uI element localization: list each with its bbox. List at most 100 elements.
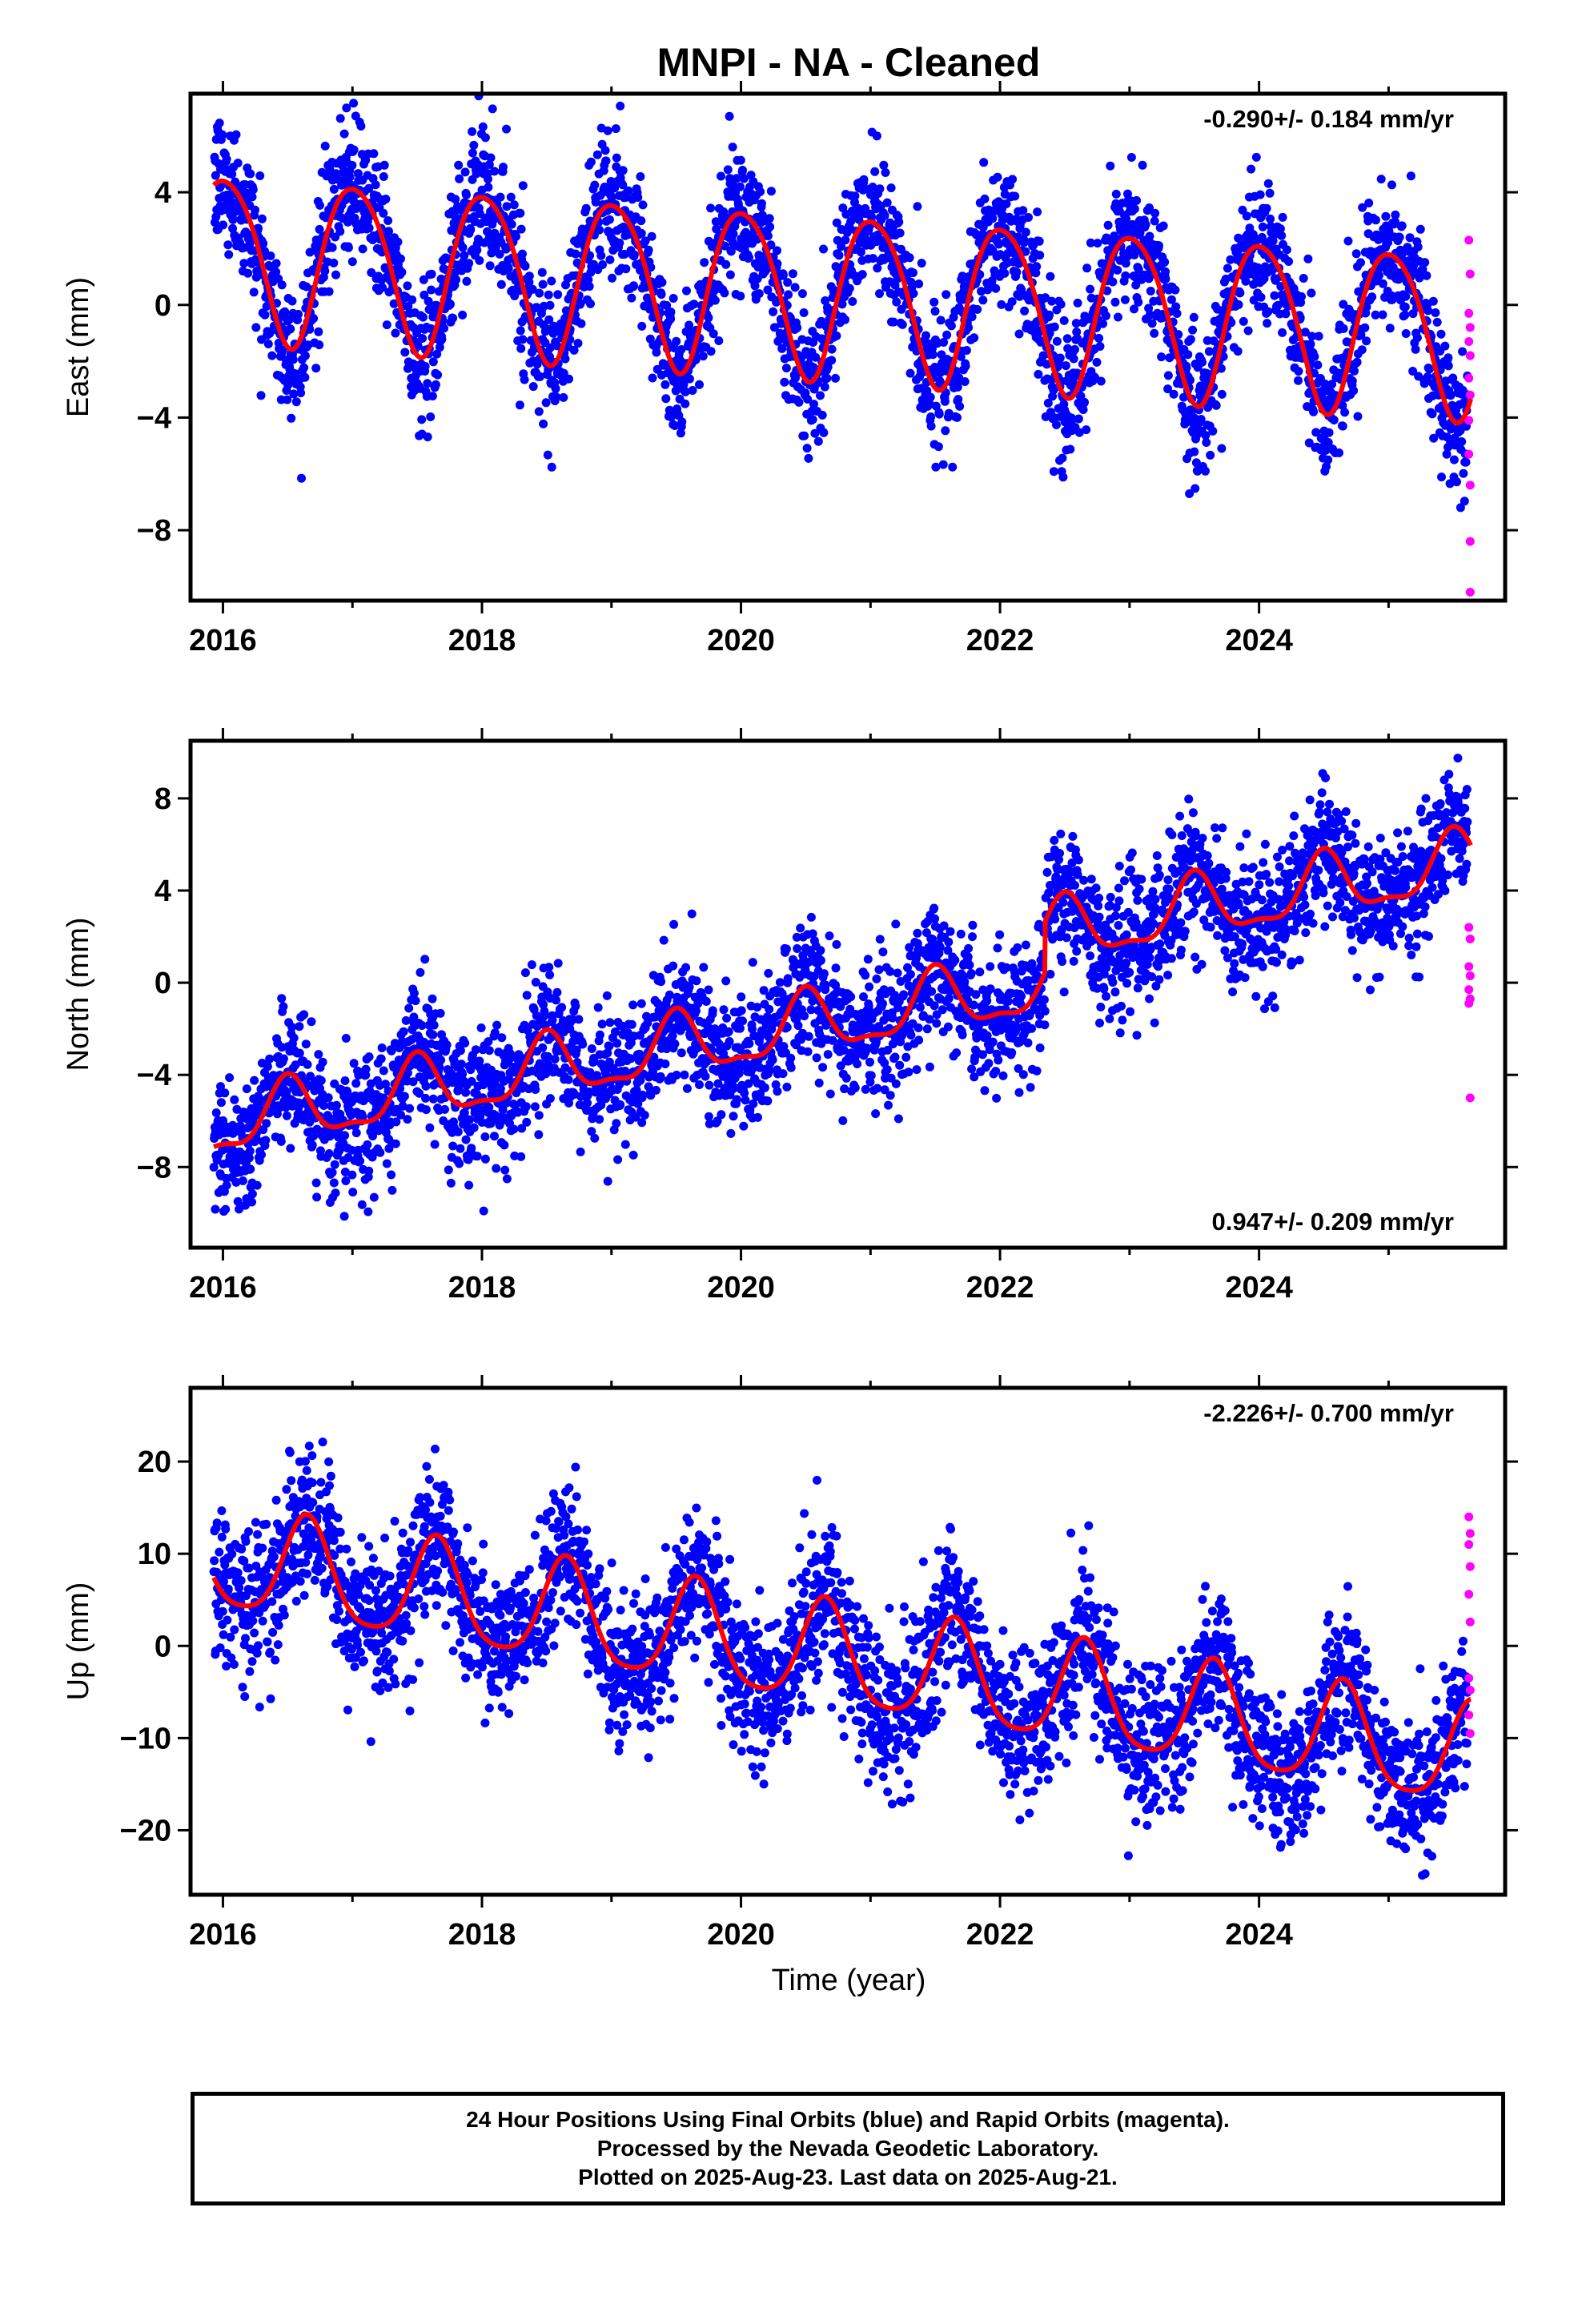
east-point [1391, 210, 1400, 219]
east-point [1110, 231, 1119, 241]
east-point [1007, 297, 1017, 307]
north-point [497, 1033, 507, 1043]
east-point [1170, 285, 1180, 295]
east-point [709, 329, 718, 339]
east-point [1442, 449, 1452, 459]
north-point [745, 1039, 754, 1048]
east-rapid-point [1465, 351, 1475, 360]
east-point [681, 399, 690, 408]
east-point [486, 153, 496, 163]
north-point [796, 923, 805, 933]
east-point [320, 141, 330, 151]
east-point [524, 271, 534, 281]
east-point [484, 160, 494, 169]
north-point [725, 1037, 734, 1046]
east-x-tick-label: 2024 [1225, 624, 1293, 657]
east-point [616, 101, 625, 111]
east-point [647, 231, 656, 241]
east-point [423, 379, 432, 388]
east-point [1360, 323, 1370, 332]
east-point [462, 190, 471, 199]
east-point [1375, 271, 1383, 280]
north-point [233, 1196, 243, 1206]
east-point [1297, 292, 1306, 301]
north-point [312, 1192, 322, 1202]
east-point [294, 309, 303, 319]
north-point [391, 1139, 400, 1148]
east-point [524, 278, 534, 287]
east-point [468, 127, 477, 136]
east-point [478, 122, 488, 131]
north-point [705, 1080, 714, 1090]
east-point [1304, 438, 1314, 448]
east-point [534, 407, 544, 416]
east-point [1277, 231, 1287, 240]
east-point [1113, 265, 1122, 275]
east-point [309, 314, 319, 324]
east-point [520, 375, 529, 384]
east-point [1356, 258, 1365, 267]
east-point [637, 321, 647, 331]
east-point [1204, 347, 1214, 356]
east-point [1189, 312, 1199, 322]
north-point [299, 1010, 309, 1019]
east-point [657, 278, 667, 287]
north-point [420, 955, 430, 964]
east-point [249, 287, 259, 297]
east-point [931, 462, 941, 472]
east-point [1185, 489, 1195, 498]
east-point [726, 247, 736, 256]
east-point [331, 270, 340, 279]
east-point [1362, 336, 1371, 346]
east-point [783, 278, 793, 287]
north-point [665, 990, 674, 999]
east-point [413, 341, 423, 351]
east-y-tick-label: −8 [137, 514, 171, 548]
east-point [1102, 311, 1110, 320]
east-point [379, 172, 388, 181]
north-point [604, 1041, 614, 1051]
east-point [248, 185, 258, 195]
east-y-tick-label: 0 [155, 289, 171, 323]
north-point [738, 1016, 747, 1026]
east-point [930, 307, 940, 316]
east-point [1248, 230, 1258, 239]
east-point [669, 294, 678, 303]
east-point [640, 236, 650, 246]
north-point [246, 1164, 255, 1174]
east-point [1251, 152, 1261, 162]
east-point [286, 324, 295, 334]
north-point [430, 1140, 440, 1149]
east-point [280, 307, 290, 316]
east-point [247, 192, 257, 202]
east-point [777, 344, 787, 353]
east-point [909, 268, 917, 278]
east-point [870, 167, 880, 176]
east-point [644, 245, 653, 255]
east-point [1034, 236, 1044, 246]
east-point [528, 382, 538, 392]
east-point [1050, 322, 1059, 332]
north-point [211, 1204, 220, 1214]
east-point [841, 235, 850, 245]
east-point [821, 296, 830, 305]
east-point [383, 216, 393, 225]
north-point [682, 1084, 692, 1093]
east-point [1458, 347, 1468, 356]
east-point [1130, 304, 1138, 314]
east-point [440, 324, 449, 333]
east-point [991, 283, 1001, 293]
east-point [516, 344, 526, 353]
north-point [428, 1094, 438, 1104]
east-point [393, 237, 403, 247]
north-point [708, 1006, 717, 1015]
east-point [545, 343, 555, 352]
north-point [670, 1039, 680, 1048]
east-point [211, 171, 220, 180]
north-point [793, 1021, 803, 1031]
east-point [706, 347, 716, 356]
north-point [405, 1104, 415, 1113]
east-point [1323, 438, 1333, 447]
east-point [994, 239, 1004, 249]
